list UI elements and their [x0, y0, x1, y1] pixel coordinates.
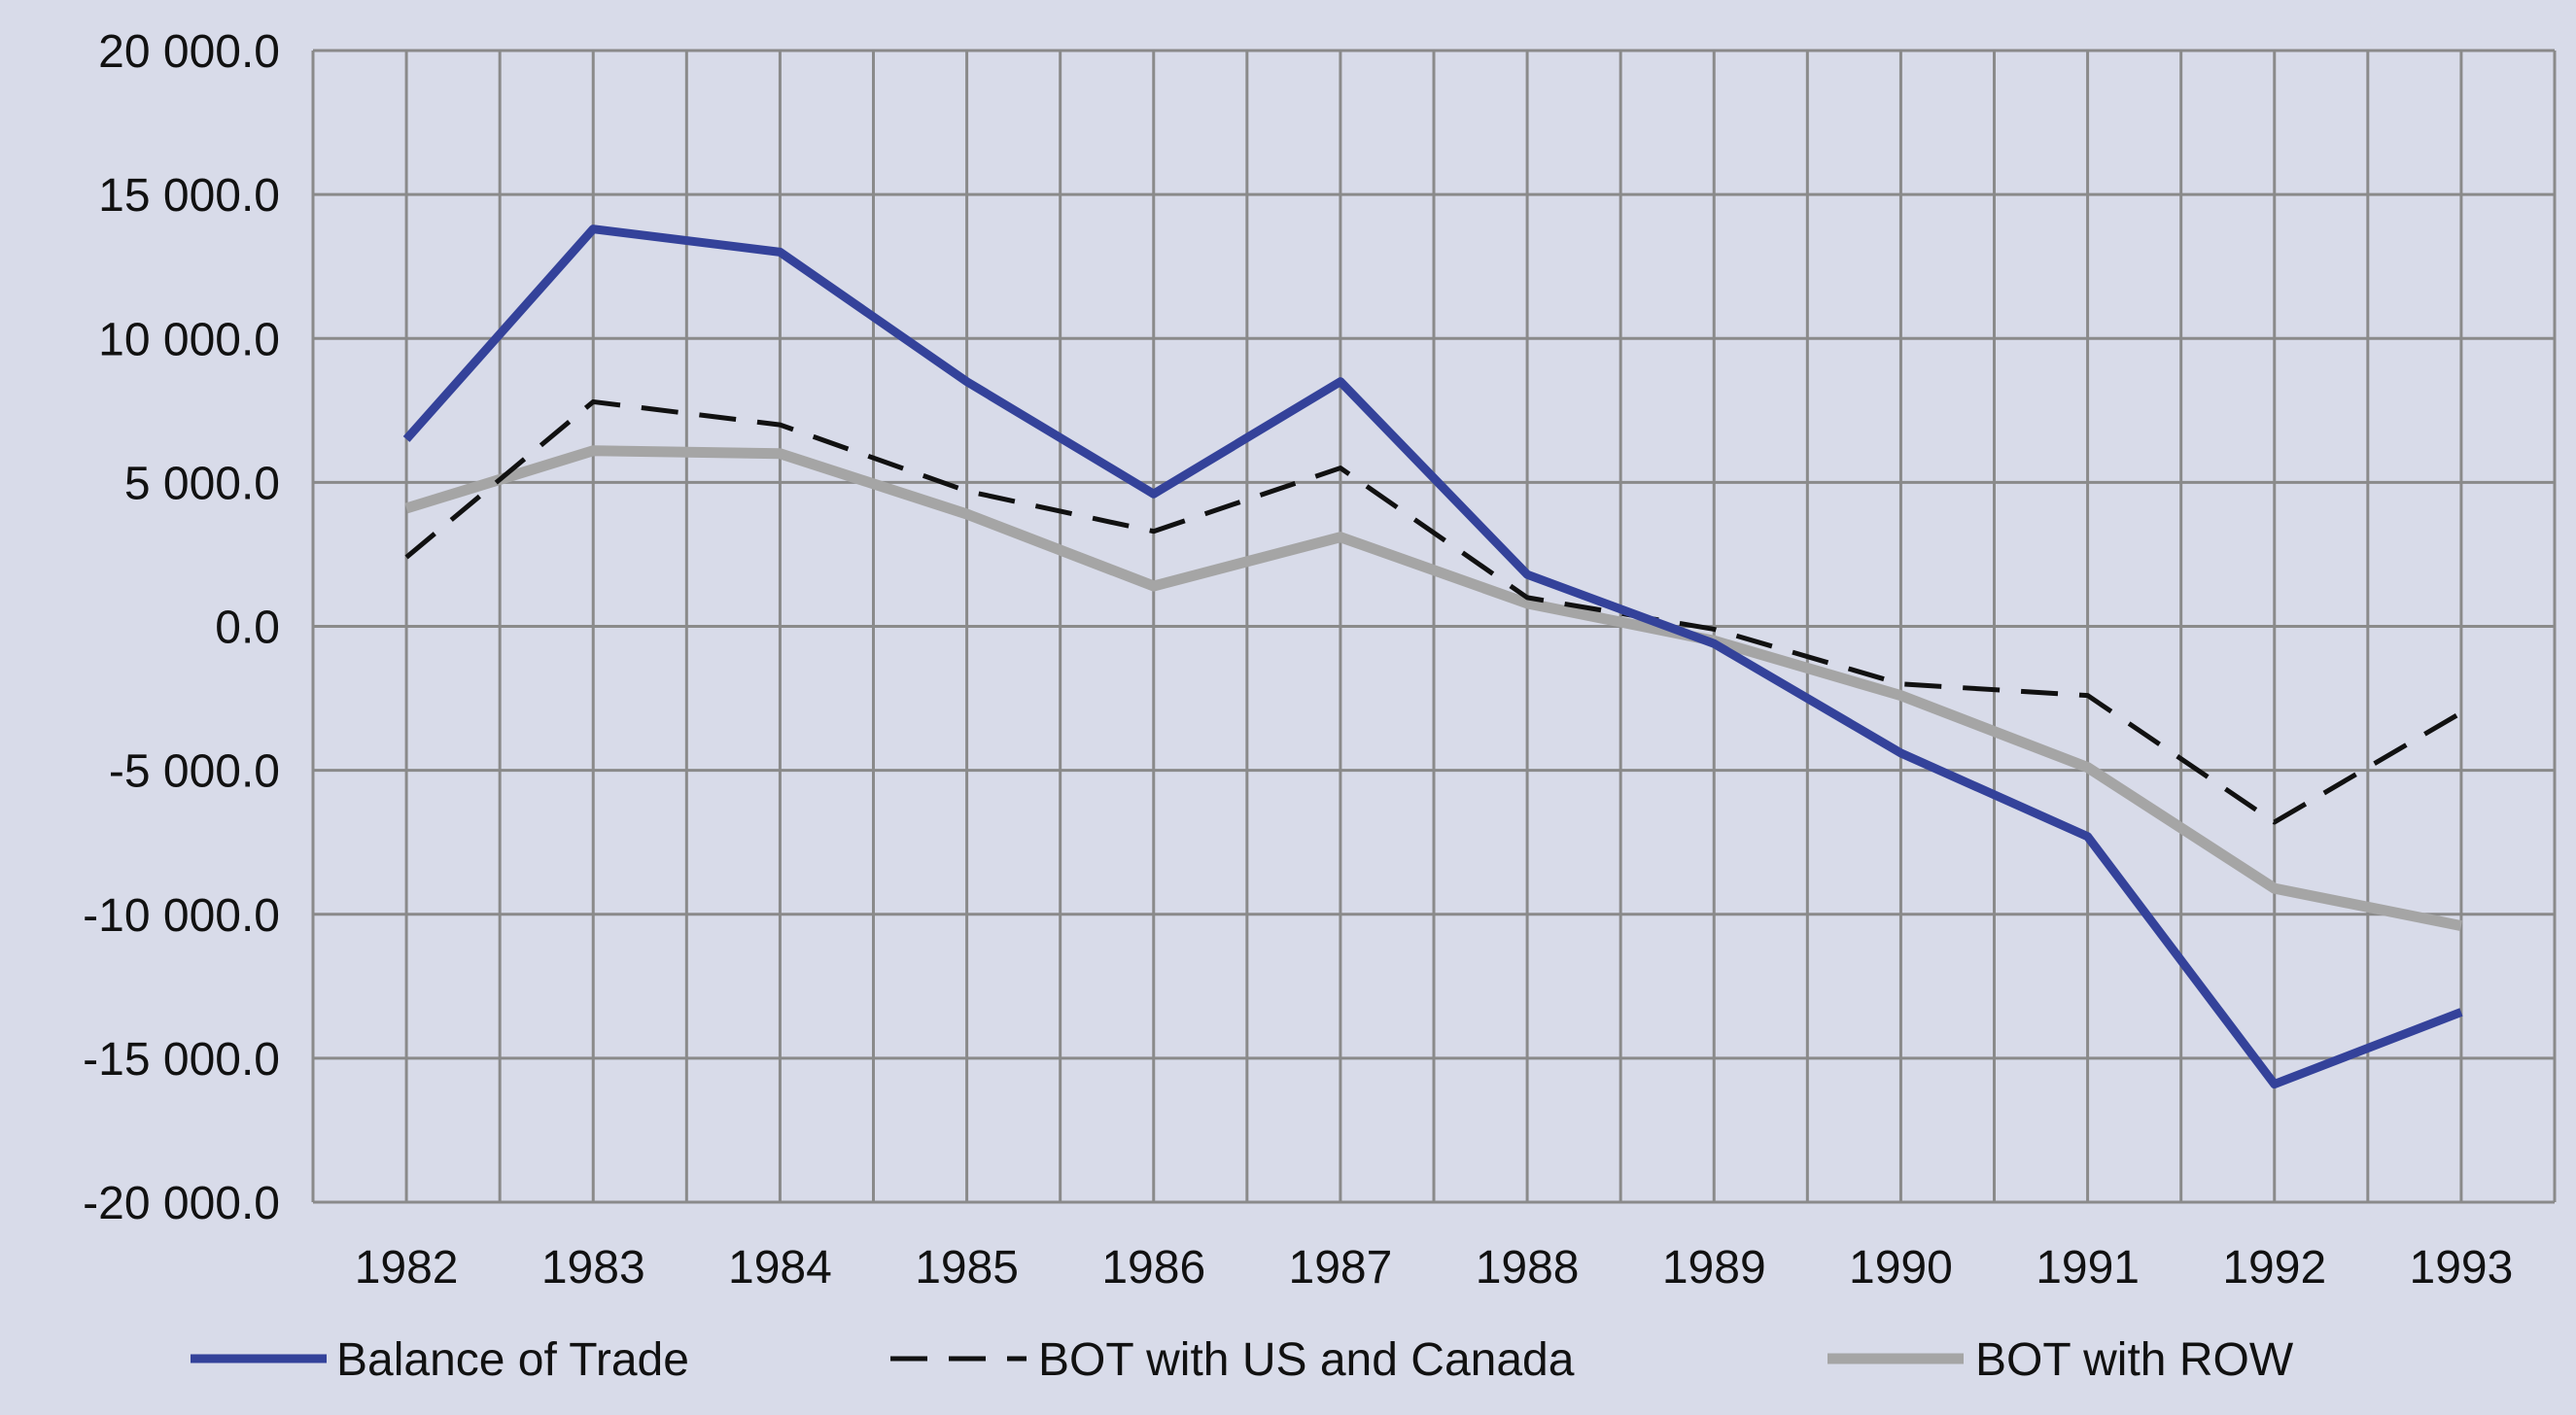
legend-label-bot-with-us-and-canada: BOT with US and Canada [1038, 1334, 1575, 1386]
y-axis-tick-labels: 20 000.0 15 000.0 10 000.0 5 000.0 0.0 -5 000… [83, 26, 280, 1229]
series-lines [402, 224, 2463, 1089]
x-tick-label: 1985 [915, 1242, 1019, 1294]
legend: Balance of Trade BOT with US and Canada BO… [191, 1334, 2294, 1386]
x-tick-label: 1990 [1849, 1242, 1953, 1294]
x-tick-label: 1993 [2410, 1242, 2514, 1294]
x-tick-label: 1988 [1476, 1242, 1580, 1294]
series-line-bot-with-row [404, 445, 2462, 931]
legend-label-bot-with-row: BOT with ROW [1975, 1334, 2294, 1386]
y-tick-label: -5 000.0 [109, 746, 280, 798]
x-tick-label: 1991 [2036, 1242, 2140, 1294]
y-tick-label: -20 000.0 [83, 1178, 280, 1229]
y-tick-label: 15 000.0 [98, 170, 280, 222]
y-tick-label: 20 000.0 [98, 26, 280, 78]
x-axis-tick-labels: 1982 1983 1984 1985 1986 1987 1988 1989 1990 1991… [355, 1242, 2514, 1294]
legend-label-balance-of-trade: Balance of Trade [336, 1334, 689, 1386]
y-tick-label: -10 000.0 [83, 890, 280, 942]
x-tick-label: 1984 [728, 1242, 832, 1294]
y-tick-label: -15 000.0 [83, 1034, 280, 1086]
y-tick-label: 10 000.0 [98, 314, 280, 365]
x-tick-label: 1989 [1662, 1242, 1766, 1294]
x-tick-label: 1982 [355, 1242, 459, 1294]
x-tick-label: 1992 [2222, 1242, 2326, 1294]
x-tick-label: 1986 [1101, 1242, 1205, 1294]
gridlines [311, 49, 2557, 1204]
y-tick-label: 0.0 [215, 603, 280, 654]
x-tick-label: 1987 [1289, 1242, 1393, 1294]
series-line-bot-with-us-and-canada [404, 398, 2463, 825]
y-tick-label: 5 000.0 [124, 458, 280, 509]
x-tick-label: 1983 [541, 1242, 645, 1294]
series-line-balance-of-trade [402, 224, 2463, 1089]
